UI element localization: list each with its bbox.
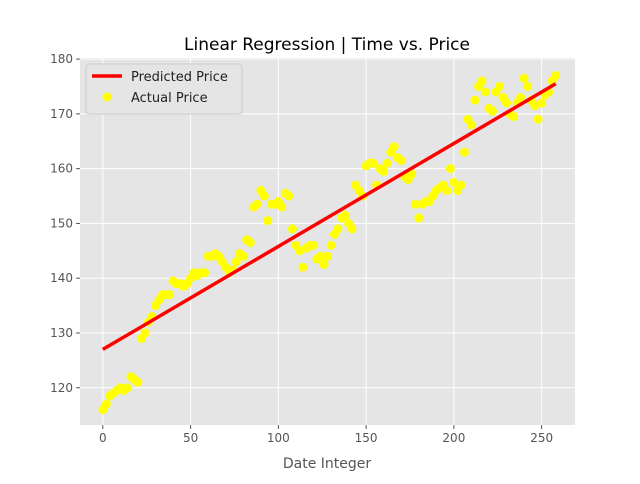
y-tick-label: 160 xyxy=(50,162,73,176)
actual-price-point xyxy=(101,399,111,409)
axis-ticks: 0 50 100 150 200 250 120 130 140 150 160 170 180 xyxy=(50,52,553,445)
predicted-price-line xyxy=(101,82,557,351)
actual-price-point xyxy=(379,166,389,176)
legend-label-actual: Actual Price xyxy=(131,91,208,106)
actual-price-point xyxy=(294,246,304,256)
actual-price-point xyxy=(537,98,547,108)
x-tick-label: 150 xyxy=(355,431,378,445)
actual-price-point xyxy=(470,95,480,105)
actual-price-point xyxy=(442,186,452,196)
grid xyxy=(80,58,575,425)
y-tick-label: 140 xyxy=(50,271,73,285)
actual-price-point xyxy=(284,191,294,201)
actual-price-point xyxy=(315,251,325,261)
actual-price-point xyxy=(319,260,329,270)
x-axis-label: Date Integer xyxy=(283,456,372,472)
actual-price-point xyxy=(140,328,150,338)
actual-price-point xyxy=(133,377,143,387)
actual-price-point xyxy=(533,114,543,124)
actual-price-point xyxy=(516,92,526,102)
actual-price-point xyxy=(347,224,357,234)
actual-price-point xyxy=(122,383,132,393)
actual-price-point xyxy=(449,177,459,187)
actual-price-point xyxy=(414,213,424,223)
x-tick-label: 100 xyxy=(267,431,290,445)
actual-price-point xyxy=(466,120,476,130)
actual-price-point xyxy=(252,199,262,209)
actual-price-point xyxy=(245,238,255,248)
chart-title: Linear Regression | Time vs. Price xyxy=(184,35,470,55)
actual-price-point xyxy=(323,251,332,261)
actual-price-point xyxy=(298,262,308,272)
actual-price-point xyxy=(407,169,417,179)
actual-price-point xyxy=(480,87,490,97)
actual-price-point xyxy=(326,240,336,250)
actual-price-point xyxy=(368,158,378,168)
actual-price-point xyxy=(410,199,420,209)
actual-price-point xyxy=(382,158,392,168)
legend-dot-swatch xyxy=(102,92,112,102)
legend: Predicted Price Actual Price xyxy=(85,63,243,115)
actual-price-point xyxy=(200,268,210,278)
x-tick-label: 200 xyxy=(442,431,465,445)
actual-price-point xyxy=(530,101,540,111)
actual-price-point xyxy=(340,210,350,220)
actual-price-point xyxy=(519,73,529,83)
actual-price-point xyxy=(165,290,175,300)
actual-price-point xyxy=(389,142,399,152)
actual-price-point xyxy=(308,240,318,250)
actual-price-point xyxy=(231,257,241,267)
actual-price-point xyxy=(523,81,533,91)
actual-price-point xyxy=(456,180,466,190)
y-tick-label: 170 xyxy=(50,107,73,121)
actual-price-point xyxy=(459,147,469,157)
actual-price-point xyxy=(495,81,505,91)
legend-label-predicted: Predicted Price xyxy=(131,70,228,85)
actual-price-point xyxy=(477,76,487,86)
actual-price-point xyxy=(333,224,343,234)
legend-box xyxy=(85,63,243,115)
x-tick-label: 50 xyxy=(183,431,198,445)
x-tick-label: 250 xyxy=(530,431,553,445)
actual-price-point xyxy=(238,251,248,261)
actual-price-point xyxy=(488,106,497,116)
x-tick-label: 0 xyxy=(99,431,107,445)
actual-price-point xyxy=(509,112,519,122)
y-tick-label: 180 xyxy=(50,52,73,66)
y-tick-label: 120 xyxy=(50,381,73,395)
actual-price-point xyxy=(551,71,561,81)
actual-price-point xyxy=(287,224,297,234)
data-marks xyxy=(98,71,561,415)
actual-price-point xyxy=(445,164,455,174)
actual-price-point xyxy=(396,155,406,165)
y-tick-label: 130 xyxy=(50,326,73,340)
y-tick-label: 150 xyxy=(50,216,73,230)
actual-price-point xyxy=(263,216,273,226)
actual-price-point xyxy=(277,202,287,212)
actual-price-point xyxy=(502,98,512,108)
actual-price-point xyxy=(259,191,269,201)
